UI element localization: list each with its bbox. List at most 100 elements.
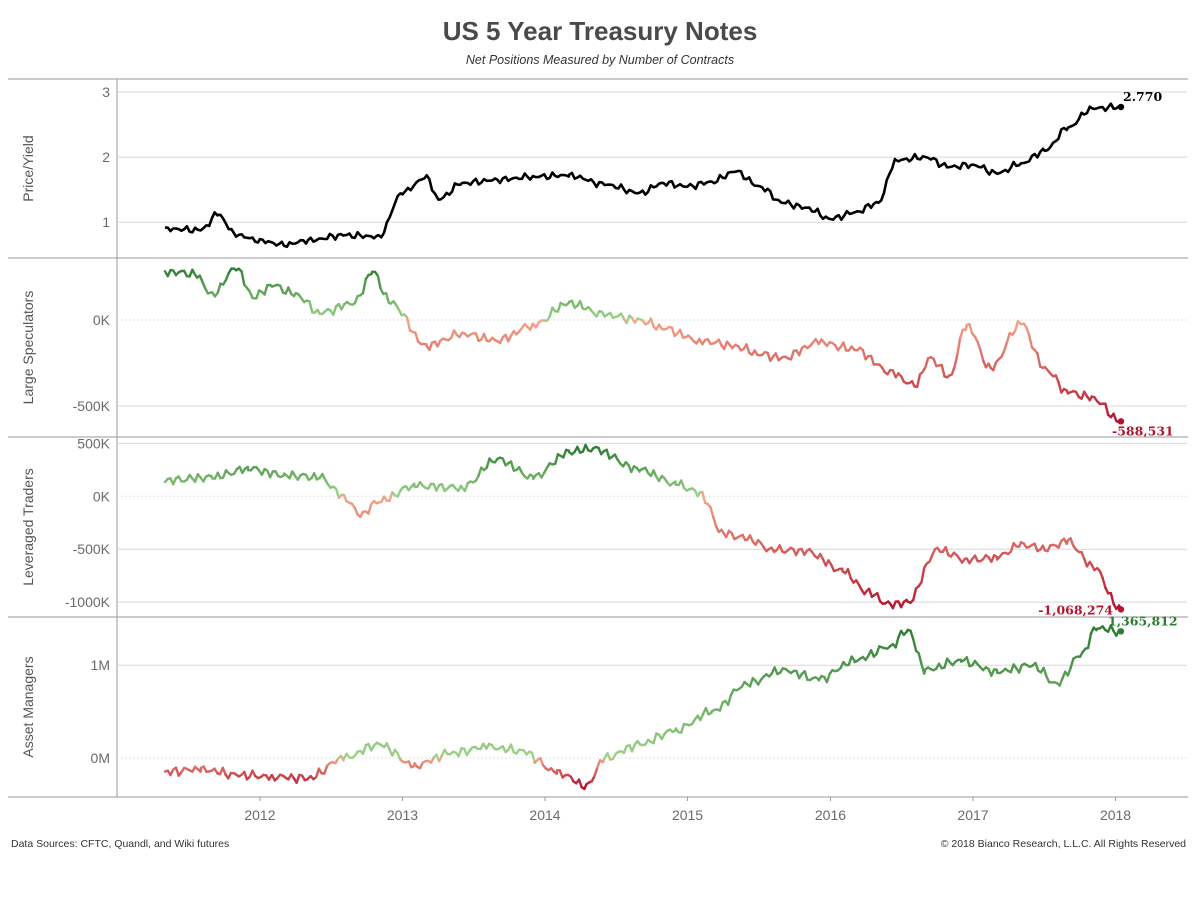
series-segment [680, 479, 686, 490]
x-tick-label: 2016 [815, 807, 846, 823]
series-segment [701, 490, 707, 504]
series-segment [1080, 551, 1086, 561]
series-segment [950, 365, 956, 376]
series-segment [556, 301, 562, 313]
series-segment [847, 655, 853, 667]
series-segment [920, 566, 926, 584]
series-segment [558, 769, 564, 779]
series-segment [240, 270, 246, 286]
y-tick-label: -500K [73, 398, 111, 414]
series-segment [1066, 666, 1072, 677]
series-segment [1034, 661, 1040, 672]
series-segment [909, 629, 915, 641]
series-segment [323, 764, 329, 775]
series-segment [718, 701, 724, 712]
series-segment [216, 282, 222, 294]
x-tick-label: 2017 [957, 807, 988, 823]
series-segment [1036, 352, 1042, 368]
x-tick-label: 2012 [244, 807, 275, 823]
series-segment [1042, 666, 1048, 678]
series-segment [539, 757, 545, 767]
series-segment [1069, 537, 1075, 548]
end-point-marker [1117, 628, 1125, 635]
series-segment [630, 743, 636, 753]
series-segment [353, 294, 359, 305]
series-segment [803, 670, 809, 681]
series-segment [869, 354, 875, 366]
series-segment [1098, 569, 1104, 579]
series-segment [457, 747, 463, 758]
series-segment [680, 722, 686, 734]
end-value-label: -588,531 [1112, 423, 1174, 438]
y-tick-label: 2 [102, 149, 110, 165]
series-segment [861, 348, 867, 361]
series-segment [748, 677, 754, 688]
x-tick-label: 2013 [387, 807, 418, 823]
series-segment [243, 770, 249, 781]
y-tick-label: 500K [77, 435, 110, 451]
series-segment [916, 373, 922, 389]
x-tick-label: 2015 [672, 807, 703, 823]
series-segment [509, 743, 515, 754]
series-segment [388, 491, 394, 502]
series-segment [562, 448, 568, 459]
series-segment [1033, 542, 1039, 553]
series-segment [1101, 576, 1107, 589]
series-segment [1003, 341, 1009, 353]
series-segment [875, 645, 881, 656]
series-segment [912, 638, 918, 652]
series-segment [1086, 632, 1093, 649]
series-segment [940, 363, 946, 378]
series-segment [968, 323, 974, 335]
series-segment [361, 277, 367, 295]
series-segment [474, 332, 480, 343]
chart-subtitle: Net Positions Measured by Number of Cont… [465, 53, 735, 67]
series-segment [263, 284, 269, 296]
series-segment [943, 657, 949, 669]
y-axis-label: Large Speculators [20, 291, 36, 405]
series-segment [726, 694, 733, 706]
series-segment [709, 506, 715, 519]
series-segment [1025, 326, 1031, 337]
series-segment [414, 331, 420, 343]
y-tick-label: 0M [91, 750, 110, 766]
series-segment [334, 487, 340, 500]
series-segment [745, 343, 751, 355]
y-tick-label: 3 [102, 84, 110, 100]
y-tick-label: 0K [93, 312, 111, 328]
series-segment [789, 349, 795, 361]
series-segment [361, 744, 367, 755]
series-segment [482, 332, 488, 342]
series-segment [894, 636, 900, 649]
series-segment [255, 289, 261, 300]
end-value-label: -1,068,274 [1038, 602, 1113, 617]
series-segment [548, 306, 554, 318]
series-segment [577, 778, 583, 789]
series-segment [876, 591, 882, 603]
end-point-marker [1117, 606, 1125, 613]
series-segment [912, 587, 918, 602]
data-sources-note: Data Sources: CFTC, Quandl, and Wiki fut… [11, 838, 230, 850]
series-segment [295, 773, 301, 784]
y-tick-label: 1M [91, 657, 110, 673]
y-tick-label: -500K [73, 541, 111, 557]
series-segment [956, 337, 962, 356]
price-yield-line [164, 102, 1122, 249]
series-segment [530, 751, 536, 764]
series-segment [958, 328, 964, 340]
series-segment [367, 502, 373, 515]
series-segment [570, 299, 576, 309]
series-segment [384, 291, 390, 304]
series-segment [554, 453, 560, 465]
series-segment [649, 317, 655, 328]
copyright-note: © 2018 Bianco Research, L.L.C. All Right… [940, 838, 1186, 850]
chart-title: US 5 Year Treasury Notes [442, 16, 758, 46]
series-segment [652, 732, 658, 745]
series-segment [477, 466, 483, 477]
y-axis-label: Price/Yield [20, 135, 36, 201]
series-segment [1058, 677, 1064, 687]
series-segment [332, 305, 338, 316]
series-segment [596, 759, 602, 769]
series-segment [1069, 657, 1075, 670]
